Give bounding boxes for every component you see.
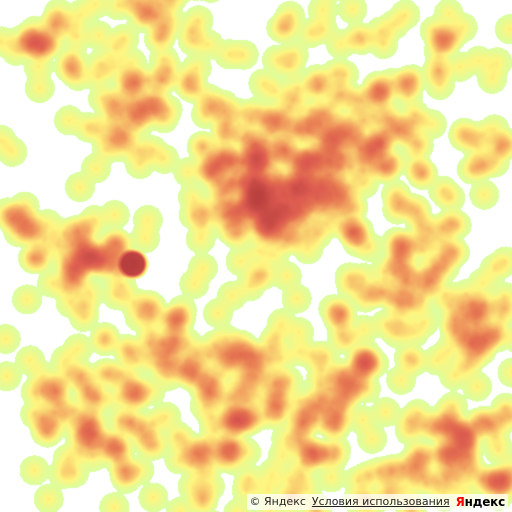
terms-of-use-link[interactable]: Условия использования: [311, 495, 450, 508]
map-attribution: © Яндекс Условия использования Яндекс: [246, 494, 508, 510]
yandex-logo[interactable]: Яндекс: [455, 495, 506, 509]
logo-rest: ндекс: [464, 495, 506, 509]
logo-first-letter: Я: [455, 495, 465, 509]
copyright-text: © Яндекс: [249, 495, 306, 508]
